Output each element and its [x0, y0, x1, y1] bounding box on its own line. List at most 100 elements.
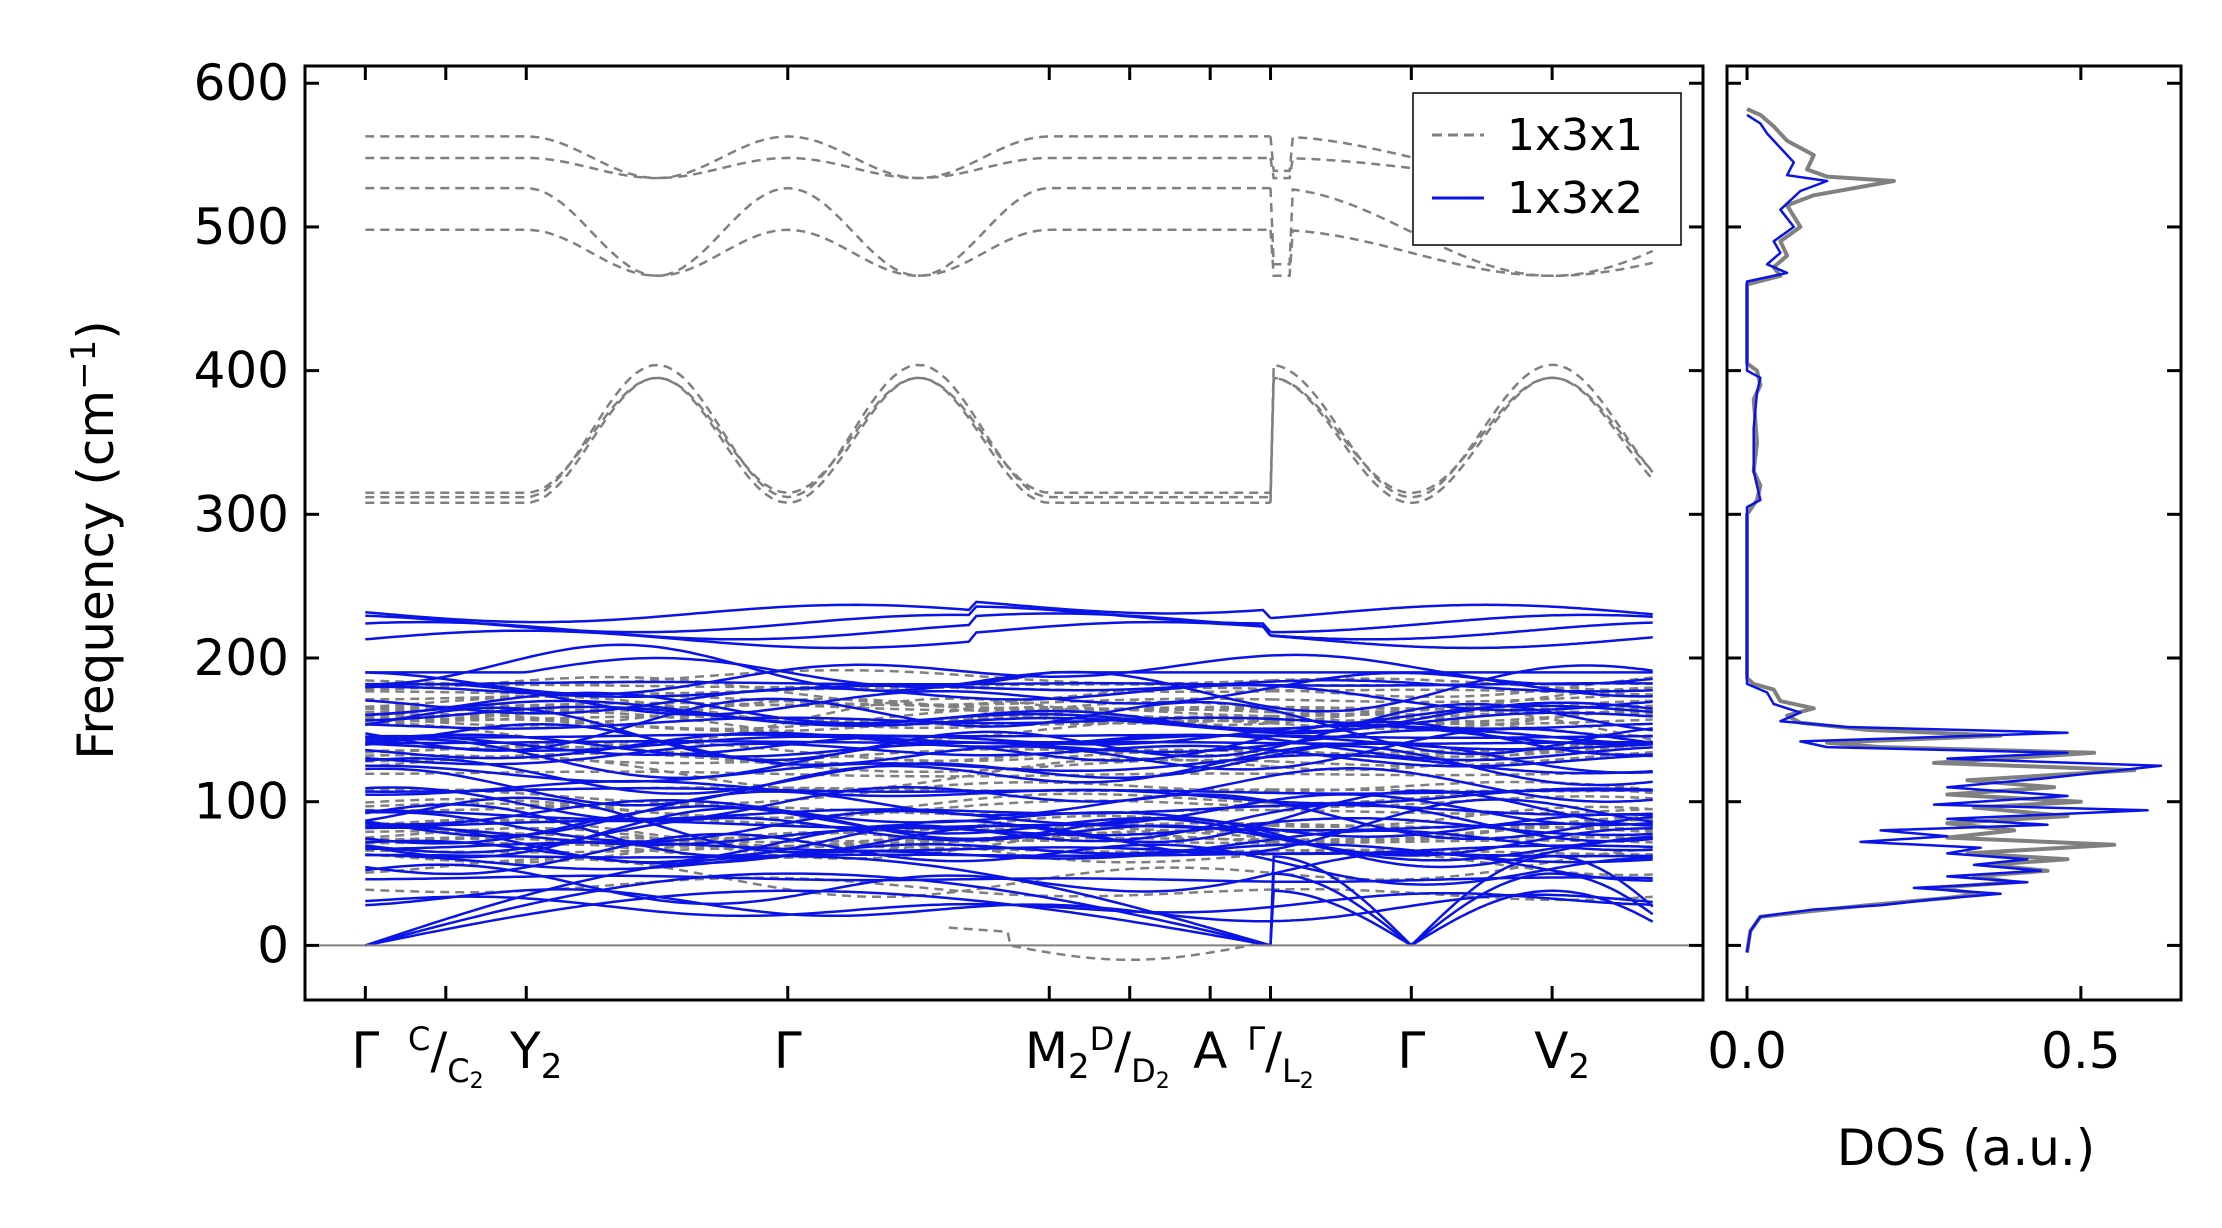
band-1x3x2-optical: [1270, 748, 1653, 768]
band-1x3x2-optical: [365, 729, 1271, 757]
band-y-tick-label: 100: [194, 773, 289, 831]
band-1x3x1-low: [1270, 887, 1653, 902]
band-1x3x2-top: [1270, 621, 1653, 641]
legend: 1x3x1 1x3x2: [1412, 92, 1682, 246]
band-1x3x2-optical: [1270, 891, 1653, 909]
band-1x3x1-high: [1269, 188, 1654, 278]
band-1x3x2-optical: [1270, 744, 1653, 787]
band-1x3x2-optical: [365, 683, 1271, 715]
band-1x3x1-negative: [948, 926, 1271, 962]
band-1x3x1-low: [1270, 817, 1653, 829]
band-1x3x1-high: [365, 228, 1271, 277]
dos-1x3x1-line: [1745, 107, 2137, 953]
band-ticks: [305, 66, 1703, 1000]
band-1x3x2-optical: [365, 874, 1271, 883]
band-1x3x1-low: [365, 675, 1271, 706]
band-1x3x2-optical: [365, 841, 1271, 855]
band-1x3x2-optical: [1270, 734, 1653, 751]
band-1x3x2-optical: [1270, 717, 1653, 730]
band-1x3x2-acoustic: [364, 872, 1271, 947]
band-1x3x2-optical: [365, 895, 1271, 918]
band-1x3x1-mid: [1269, 363, 1654, 499]
band-1x3x2-top: [365, 605, 1272, 634]
band-1x3x2-optical: [365, 838, 1271, 865]
band-1x3x2-optical: [365, 832, 1271, 876]
band-1x3x1-high: [1269, 229, 1653, 278]
band-1x3x2-optical: [1270, 702, 1653, 750]
band-1x3x2-lines: [364, 600, 1654, 947]
band-1x3x2-optical: [1270, 803, 1653, 817]
band-1x3x2-optical: [365, 699, 1271, 730]
band-1x3x1-low: [1270, 750, 1653, 768]
band-1x3x2-optical: [365, 722, 1271, 771]
band-1x3x2-acoustic: [365, 889, 1271, 947]
band-y-tick-label: 300: [194, 485, 289, 543]
band-1x3x2-optical: [1270, 767, 1653, 803]
band-y-tick-label: 0: [257, 916, 289, 974]
band-1x3x2-optical: [365, 754, 1271, 795]
band-1x3x1-low: [1270, 815, 1653, 843]
dos-ticks: [1727, 66, 2181, 1000]
band-1x3x1-low: [365, 857, 1271, 899]
band-1x3x2-optical: [365, 806, 1271, 859]
band-1x3x2-optical: [1270, 682, 1653, 687]
band-1x3x2-optical: [1270, 827, 1653, 857]
band-1x3x2-optical: [1270, 741, 1653, 746]
k-point-label: A: [1193, 1022, 1227, 1080]
dos-curve-1x3x2: [1745, 113, 2163, 953]
band-1x3x2-optical: [1270, 788, 1653, 795]
band-1x3x1-low: [365, 781, 1271, 805]
band-1x3x2-top: [1270, 634, 1653, 650]
k-point-label: C/C2: [408, 1020, 484, 1094]
legend-1x3x1-label: 1x3x1: [1507, 110, 1643, 161]
band-1x3x2-optical: [1270, 893, 1653, 923]
k-point-label: Γ: [774, 1022, 802, 1080]
band-1x3x2-optical: [1270, 835, 1653, 862]
dos-x-axis-label: DOS (a.u.): [1837, 1119, 2096, 1177]
band-1x3x1-low: [365, 715, 1271, 727]
band-1x3x2-top: [365, 600, 1272, 624]
band-1x3x2-optical: [365, 750, 1271, 807]
band-1x3x2-optical: [365, 706, 1271, 762]
k-point-label: D/D2: [1090, 1020, 1170, 1094]
band-y-tick-label: 200: [194, 629, 289, 687]
band-y-tick-label: 400: [194, 342, 289, 400]
band-1x3x1-mid: [365, 363, 1271, 499]
band-1x3x1-low: [365, 752, 1271, 774]
band-1x3x1-mid: [1269, 376, 1654, 495]
band-1x3x1-low: [365, 826, 1271, 860]
band-1x3x2-optical: [365, 691, 1271, 735]
dos-frame: [1725, 64, 2183, 1002]
dos-panel: 0.0 0.5 DOS (a.u.): [1707, 64, 2183, 1177]
k-point-label: Γ: [1397, 1022, 1425, 1080]
k-point-label: Y2: [509, 1022, 562, 1087]
k-point-label: V2: [1534, 1022, 1590, 1087]
band-1x3x2-optical: [365, 682, 1271, 716]
band-1x3x2-optical: [365, 863, 1271, 906]
band-y-tick-labels: 0 100 200 300 400 500 600: [194, 54, 289, 974]
legend-1x3x2-label: 1x3x2: [1507, 173, 1643, 224]
band-1x3x2-optical: [365, 755, 1271, 783]
band-1x3x2-optical: [365, 816, 1271, 854]
k-point-label: Γ: [351, 1022, 379, 1080]
band-1x3x2-optical: [365, 680, 1271, 687]
y-axis-label: Frequency (cm−1): [64, 320, 125, 760]
band-1x3x2-optical: [365, 805, 1271, 845]
band-1x3x2-optical: [365, 733, 1271, 758]
band-1x3x1-high: [365, 186, 1271, 277]
band-1x3x2-optical: [1270, 829, 1653, 852]
band-1x3x2-optical: [1270, 816, 1653, 837]
band-1x3x2-optical: [365, 716, 1271, 730]
band-1x3x2-optical: [1270, 708, 1653, 756]
dos-curve-1x3x1: [1745, 107, 2137, 953]
band-1x3x2-top: [1270, 613, 1653, 634]
band-1x3x1-high: [365, 156, 1271, 180]
dos-x-tick-labels: 0.0 0.5: [1707, 1022, 2120, 1080]
band-1x3x2-upper: [365, 656, 1271, 688]
legend-box: [1412, 92, 1682, 246]
band-1x3x1-low: [1270, 693, 1653, 704]
band-1x3x1-mid: [365, 376, 1271, 505]
band-1x3x2-top: [1270, 603, 1653, 620]
band-1x3x2-optical: [1270, 684, 1653, 712]
